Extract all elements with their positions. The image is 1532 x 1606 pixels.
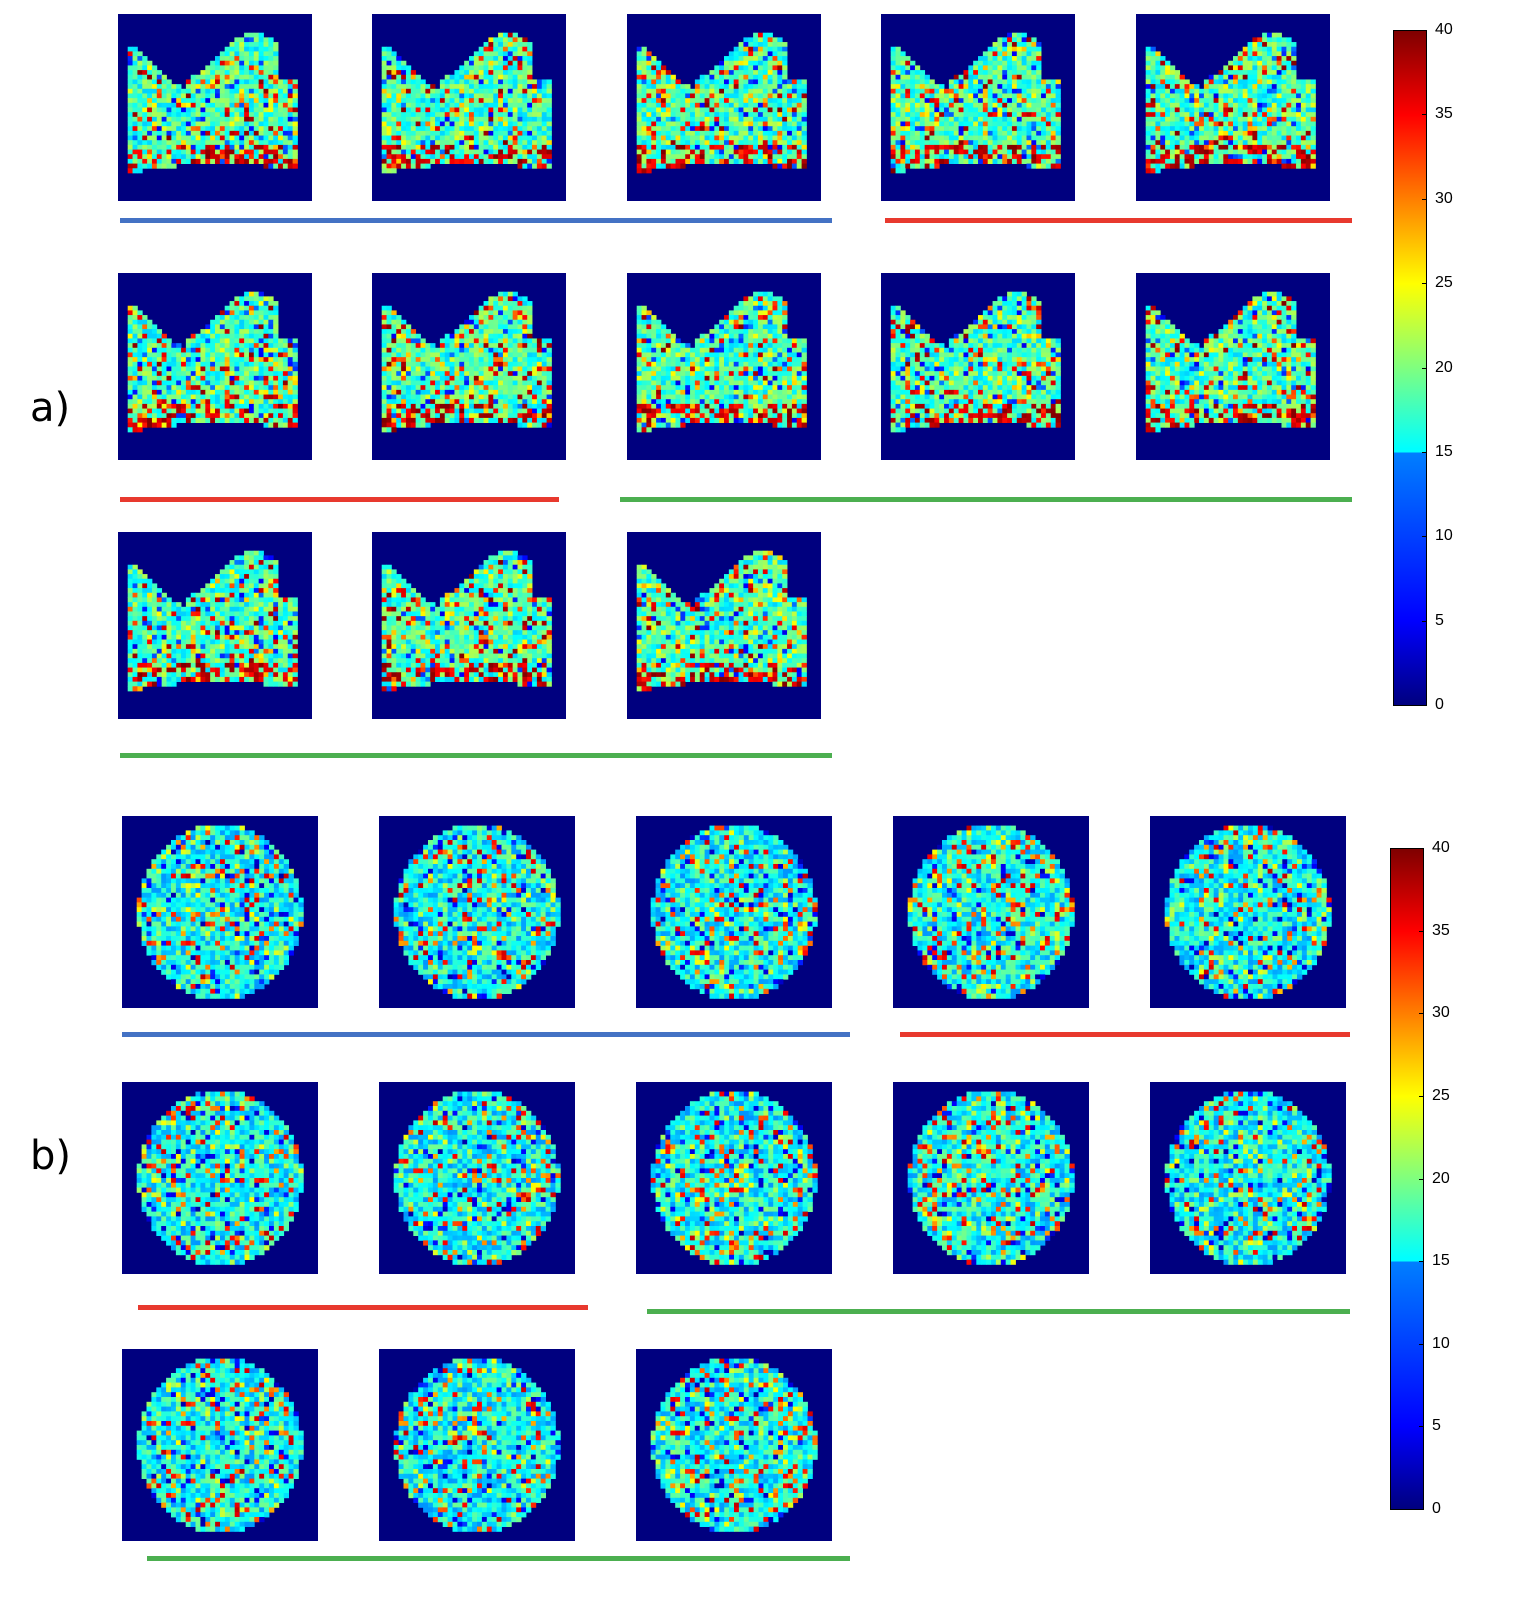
map-panel-a-2 (372, 14, 566, 201)
map-panel-a-7 (372, 273, 566, 460)
map-panel-a-11 (118, 532, 312, 719)
colorbar-b-tick-label: 20 (1432, 1170, 1450, 1187)
group-line-b-blue (122, 1032, 850, 1037)
colorbar-a-tick-label: 10 (1435, 528, 1453, 544)
map-panel-b-8 (636, 1082, 832, 1274)
colorbar-tick (1422, 451, 1427, 453)
map-panel-b-4 (893, 816, 1089, 1008)
colorbar-b-tick-label: 15 (1432, 1253, 1450, 1269)
colorbar-b-tick-label: 10 (1432, 1335, 1450, 1352)
colorbar-tick (1422, 536, 1427, 538)
map-panel-b-11 (122, 1349, 318, 1541)
group-line-a-green-1 (620, 497, 1352, 502)
map-panel-a-13 (627, 532, 821, 719)
map-panel-a-12 (372, 532, 566, 719)
colorbar-tick (1419, 1343, 1424, 1345)
map-panel-b-12 (379, 1349, 575, 1541)
group-line-a-red-1 (885, 218, 1352, 223)
map-panel-b-3 (636, 816, 832, 1008)
colorbar-tick (1422, 198, 1427, 200)
colorbar-a-tick-label: 15 (1435, 443, 1453, 460)
colorbar-tick (1419, 1261, 1424, 1263)
map-panel-b-5 (1150, 816, 1346, 1008)
map-panel-b-9 (893, 1082, 1089, 1274)
colorbar-a-tick-label: 25 (1435, 275, 1453, 291)
colorbar-a-tick-label: 35 (1435, 106, 1453, 122)
group-line-b-green-1 (647, 1309, 1350, 1314)
colorbar-tick (1422, 283, 1427, 285)
group-line-b-green-2 (147, 1556, 850, 1561)
map-panel-a-1 (118, 14, 312, 201)
colorbar-a-tick-label: 20 (1435, 359, 1453, 376)
map-panel-a-9 (881, 273, 1075, 460)
map-panel-b-6 (122, 1082, 318, 1274)
colorbar-b-tick-label: 0 (1432, 1501, 1441, 1517)
colorbar-b-tick-label: 25 (1432, 1087, 1450, 1104)
colorbar-b-tick-label: 5 (1432, 1418, 1441, 1434)
colorbar-b-tick-label: 30 (1432, 1005, 1450, 1021)
colorbar-tick (1422, 705, 1427, 706)
map-panel-a-5 (1136, 14, 1330, 201)
colorbar-tick (1419, 1013, 1424, 1015)
map-panel-a-10 (1136, 273, 1330, 460)
group-line-a-blue (120, 218, 832, 223)
map-panel-b-7 (379, 1082, 575, 1274)
section-a-label: a) (30, 388, 70, 428)
map-panel-b-10 (1150, 1082, 1346, 1274)
colorbar-b (1390, 848, 1424, 1510)
map-panel-a-4 (881, 14, 1075, 201)
colorbar-tick (1419, 1426, 1424, 1428)
group-line-a-red-2 (120, 497, 559, 502)
colorbar-tick (1419, 1095, 1424, 1097)
colorbar-tick (1419, 1178, 1424, 1180)
colorbar-tick (1422, 30, 1427, 31)
colorbar-a-tick-label: 0 (1435, 697, 1444, 713)
group-line-b-red-1 (900, 1032, 1350, 1037)
colorbar-a (1393, 30, 1427, 706)
colorbar-tick (1419, 1509, 1424, 1510)
colorbar-a-tick-label: 5 (1435, 612, 1444, 629)
map-panel-a-6 (118, 273, 312, 460)
map-panel-b-2 (379, 816, 575, 1008)
group-line-a-green-2 (120, 753, 832, 758)
colorbar-tick (1422, 367, 1427, 369)
colorbar-tick (1419, 930, 1424, 932)
map-panel-b-1 (122, 816, 318, 1008)
section-b-label: b) (30, 1136, 71, 1176)
colorbar-tick (1422, 620, 1427, 622)
colorbar-tick (1422, 114, 1427, 116)
colorbar-a-tick-label: 40 (1435, 22, 1453, 38)
colorbar-b-tick-label: 35 (1432, 922, 1450, 939)
map-panel-a-8 (627, 273, 821, 460)
map-panel-b-13 (636, 1349, 832, 1541)
colorbar-tick (1419, 848, 1424, 849)
group-line-b-red-2 (138, 1305, 588, 1310)
colorbar-b-tick-label: 40 (1432, 840, 1450, 856)
colorbar-a-tick-label: 30 (1435, 190, 1453, 207)
map-panel-a-3 (627, 14, 821, 201)
